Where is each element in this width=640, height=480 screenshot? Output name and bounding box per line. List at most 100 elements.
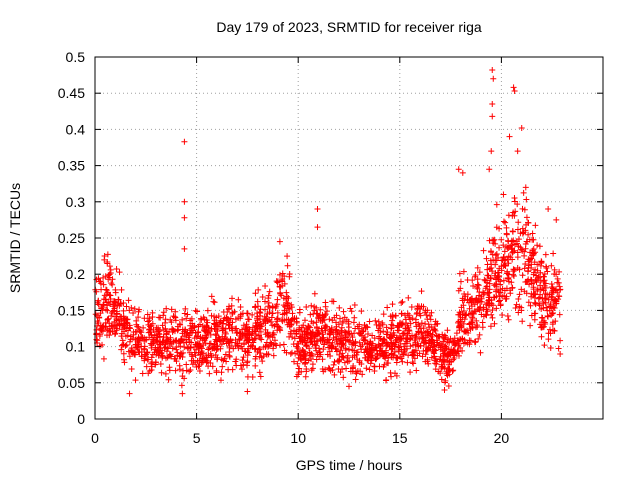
data-point — [516, 291, 523, 298]
data-point — [534, 286, 541, 293]
data-point — [248, 332, 255, 339]
data-point — [353, 351, 360, 358]
data-point — [356, 321, 363, 328]
data-point — [160, 312, 167, 319]
data-point — [336, 315, 343, 322]
data-point — [172, 308, 179, 315]
data-point — [106, 263, 113, 270]
data-point — [432, 327, 439, 334]
data-point — [320, 346, 327, 353]
data-point — [129, 348, 136, 355]
data-point — [95, 301, 102, 308]
data-point — [240, 331, 247, 338]
data-point — [409, 332, 416, 339]
data-point — [162, 355, 169, 362]
data-point — [489, 251, 496, 258]
data-point — [418, 320, 425, 327]
data-point — [273, 278, 280, 285]
data-point — [384, 304, 391, 311]
data-point — [476, 331, 483, 338]
data-point — [510, 272, 517, 279]
data-point — [102, 296, 109, 303]
data-point — [518, 304, 525, 311]
data-point — [532, 310, 539, 317]
data-point — [514, 148, 521, 155]
data-point — [354, 348, 361, 355]
data-point — [544, 268, 551, 275]
data-point — [172, 367, 179, 374]
data-point — [547, 345, 554, 352]
data-point — [100, 281, 107, 288]
data-point — [303, 368, 310, 375]
data-point — [348, 308, 355, 315]
data-point — [135, 341, 142, 348]
data-point — [181, 245, 188, 252]
data-point — [511, 241, 518, 248]
data-point — [424, 332, 431, 339]
data-point — [383, 324, 390, 331]
data-point — [151, 349, 158, 356]
data-point — [229, 310, 236, 317]
data-point — [276, 271, 283, 278]
data-point — [222, 351, 229, 358]
data-point — [326, 316, 333, 323]
data-point — [102, 323, 109, 330]
data-point — [182, 327, 189, 334]
y-tick-label: 0.25 — [58, 230, 85, 246]
data-point — [211, 320, 218, 327]
data-point — [227, 337, 234, 344]
data-point — [416, 350, 423, 357]
data-point — [153, 334, 160, 341]
data-point — [226, 353, 233, 360]
data-point — [459, 297, 466, 304]
data-point — [237, 313, 244, 320]
data-point — [219, 327, 226, 334]
data-point — [340, 308, 347, 315]
data-point — [364, 356, 371, 363]
data-point — [493, 257, 500, 264]
data-point — [110, 303, 117, 310]
data-point — [400, 330, 407, 337]
data-point — [538, 260, 545, 267]
data-point — [515, 309, 522, 316]
data-point — [389, 332, 396, 339]
data-point — [344, 354, 351, 361]
data-point — [527, 322, 534, 329]
data-point — [538, 324, 545, 331]
data-point — [513, 301, 520, 308]
data-point — [126, 390, 133, 397]
data-point — [298, 357, 305, 364]
data-point — [364, 331, 371, 338]
data-point — [162, 344, 169, 351]
data-point — [96, 332, 103, 339]
data-point — [390, 329, 397, 336]
data-point — [399, 298, 406, 305]
data-point — [381, 353, 388, 360]
data-point — [423, 312, 430, 319]
data-point — [499, 311, 506, 318]
data-point — [102, 306, 109, 313]
data-point — [547, 302, 554, 309]
data-point — [542, 290, 549, 297]
y-tick-label: 0.4 — [66, 121, 86, 137]
data-point — [145, 321, 152, 328]
data-point — [92, 311, 99, 318]
data-point — [415, 328, 422, 335]
data-point — [284, 262, 291, 269]
data-point — [460, 302, 467, 309]
data-point — [501, 262, 508, 269]
data-point — [470, 283, 477, 290]
data-point — [155, 347, 162, 354]
data-point — [281, 273, 288, 280]
data-point — [484, 272, 491, 279]
data-point — [340, 318, 347, 325]
data-point — [340, 374, 347, 381]
data-point — [549, 310, 556, 317]
data-point — [429, 327, 436, 334]
data-point — [426, 312, 433, 319]
data-point — [144, 318, 151, 325]
data-point — [179, 316, 186, 323]
data-point — [133, 328, 140, 335]
data-point — [456, 336, 463, 343]
data-point — [266, 342, 273, 349]
